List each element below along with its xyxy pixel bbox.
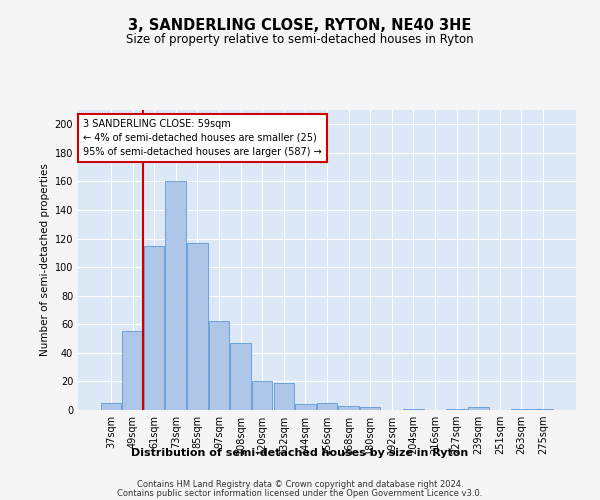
Bar [317, 403, 337, 410]
Y-axis label: Number of semi-detached properties: Number of semi-detached properties [40, 164, 50, 356]
Bar [468, 407, 488, 410]
Bar [144, 246, 164, 410]
Text: Contains HM Land Registry data © Crown copyright and database right 2024.: Contains HM Land Registry data © Crown c… [137, 480, 463, 489]
Bar [511, 408, 532, 410]
Text: 3 SANDERLING CLOSE: 59sqm
← 4% of semi-detached houses are smaller (25)
95% of s: 3 SANDERLING CLOSE: 59sqm ← 4% of semi-d… [83, 119, 322, 157]
Text: Contains public sector information licensed under the Open Government Licence v3: Contains public sector information licen… [118, 489, 482, 498]
Text: Distribution of semi-detached houses by size in Ryton: Distribution of semi-detached houses by … [131, 448, 469, 458]
Bar [187, 243, 208, 410]
Bar [252, 382, 272, 410]
Bar [360, 407, 380, 410]
Text: Size of property relative to semi-detached houses in Ryton: Size of property relative to semi-detach… [126, 32, 474, 46]
Bar [338, 406, 359, 410]
Bar [209, 322, 229, 410]
Text: 3, SANDERLING CLOSE, RYTON, NE40 3HE: 3, SANDERLING CLOSE, RYTON, NE40 3HE [128, 18, 472, 32]
Bar [446, 408, 467, 410]
Bar [230, 343, 251, 410]
Bar [166, 182, 186, 410]
Bar [295, 404, 316, 410]
Bar [403, 408, 424, 410]
Bar [122, 332, 143, 410]
Bar [101, 403, 121, 410]
Bar [274, 383, 294, 410]
Bar [533, 408, 553, 410]
